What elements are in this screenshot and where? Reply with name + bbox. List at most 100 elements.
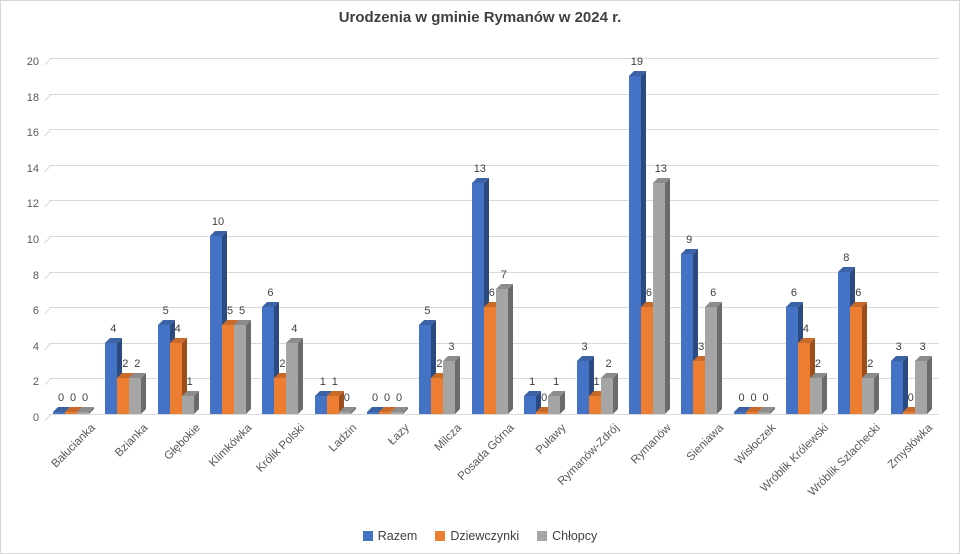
bar-front-face (419, 325, 432, 414)
data-label: 2 (134, 358, 141, 371)
bar-front-face (274, 378, 287, 414)
bar-razem (628, 70, 646, 414)
y-axis-tick-label: 16 (26, 127, 39, 140)
bar-front-face (262, 307, 275, 414)
bar-front-face (367, 412, 380, 414)
bar-chłopcy (600, 373, 618, 414)
data-label: 0 (81, 392, 89, 404)
bar-chłopcy (705, 302, 723, 414)
legend-label-chlopcy: Chłopcy (552, 529, 598, 543)
y-axis-tick-label: 2 (32, 376, 39, 389)
bar-dziewczynki (483, 302, 501, 414)
bar-front-face (914, 360, 927, 414)
legend: Razem Dziewczynki Chłopcy (1, 529, 959, 543)
data-label: 2 (814, 358, 821, 371)
x-axis-category-label: Milcza (432, 422, 465, 454)
data-label: 1 (593, 376, 600, 389)
bar-front-face (431, 378, 444, 414)
bar-front-face (314, 396, 327, 414)
bar-chłopcy (77, 407, 94, 414)
bar-chłopcy (495, 284, 513, 414)
bar-side-face (717, 302, 723, 414)
legend-item-chlopcy: Chłopcy (537, 529, 597, 543)
chart-title: Urodzenia w gminie Rymanów w 2024 r. (338, 9, 622, 26)
data-label: 0 (57, 392, 65, 404)
bar-dziewczynki (65, 407, 82, 414)
y-axis-tick-label: 14 (26, 162, 39, 175)
bar-front-face (495, 289, 508, 414)
data-label: 7 (500, 269, 507, 282)
bar-front-face (391, 412, 404, 414)
bar-front-face (797, 342, 810, 414)
bar-dziewczynki (588, 391, 606, 414)
bar-side-face (141, 373, 147, 414)
bar-chłopcy (652, 177, 670, 414)
bar-razem (681, 248, 699, 414)
y-axis-tick-label: 10 (26, 234, 39, 246)
data-label: 6 (710, 287, 717, 300)
bar-razem (314, 391, 332, 414)
bar-front-face (234, 325, 247, 414)
bar-dziewczynki (117, 373, 135, 414)
legend-swatch-razem-icon (362, 531, 373, 541)
x-axis-category-label: Wisłoczek (733, 422, 779, 468)
bar-dziewczynki (379, 407, 397, 414)
x-axis-category-label: Posada Górna (455, 422, 517, 483)
data-label: 0 (738, 392, 745, 404)
bar-dziewczynki (169, 337, 187, 414)
data-label: 2 (867, 358, 874, 371)
bar-chłopcy (862, 373, 880, 414)
bar-razem (262, 302, 280, 414)
bar-dziewczynki (693, 355, 711, 414)
bar-chłopcy (338, 407, 356, 414)
bar-dziewczynki (326, 391, 344, 414)
bar-front-face (693, 360, 706, 414)
bar-front-face (222, 325, 235, 414)
data-label: 9 (686, 233, 693, 246)
bar-dziewczynki (745, 407, 763, 414)
x-axis-category-label: Zmysłówka (886, 422, 936, 472)
bar-front-face (129, 378, 142, 414)
bar-front-face (536, 412, 549, 414)
data-label: 3 (698, 340, 705, 353)
bar-side-face (664, 177, 670, 414)
data-label: 6 (855, 287, 862, 300)
bar-front-face (210, 236, 223, 414)
gridline (49, 93, 939, 95)
x-axis-category-label: Ladzin (326, 422, 360, 455)
x-axis-category-label: Klimkówka (207, 422, 255, 470)
bar-razem (785, 302, 803, 414)
bar-razem (105, 337, 123, 414)
bar-chłopcy (234, 320, 252, 414)
bar-front-face (628, 75, 641, 414)
gridline (49, 271, 939, 273)
data-label: 2 (436, 358, 443, 371)
data-label: 4 (110, 322, 117, 335)
bar-razem (890, 355, 908, 414)
data-label: 2 (605, 358, 612, 371)
bar-dziewczynki (274, 373, 292, 414)
bar-dziewczynki (797, 337, 815, 414)
x-axis-category-label: Głębokie (161, 422, 203, 463)
bar-side-face (507, 284, 513, 414)
bar-front-face (326, 396, 339, 414)
x-axis-category-label: Królik Polski (254, 422, 308, 475)
bar-razem (367, 407, 385, 414)
data-label: 5 (226, 305, 234, 317)
x-axis-category-label: Rymanów (628, 422, 674, 467)
legend-item-razem: Razem (362, 529, 417, 543)
y-axis-tick-label: 8 (32, 269, 39, 282)
bar-front-face (53, 412, 65, 414)
x-axis-category-label: Bzianka (112, 422, 151, 460)
data-label: 1 (319, 376, 326, 389)
bar-front-face (338, 412, 351, 414)
data-label: 13 (473, 162, 486, 175)
bar-front-face (77, 412, 89, 414)
bar-front-face (443, 360, 456, 414)
data-label: 4 (174, 322, 181, 335)
data-label: 0 (69, 392, 77, 404)
bar-dziewczynki (902, 407, 920, 414)
gridline (49, 58, 939, 59)
legend-label-dziewczynki: Dziewczynki (450, 529, 520, 543)
